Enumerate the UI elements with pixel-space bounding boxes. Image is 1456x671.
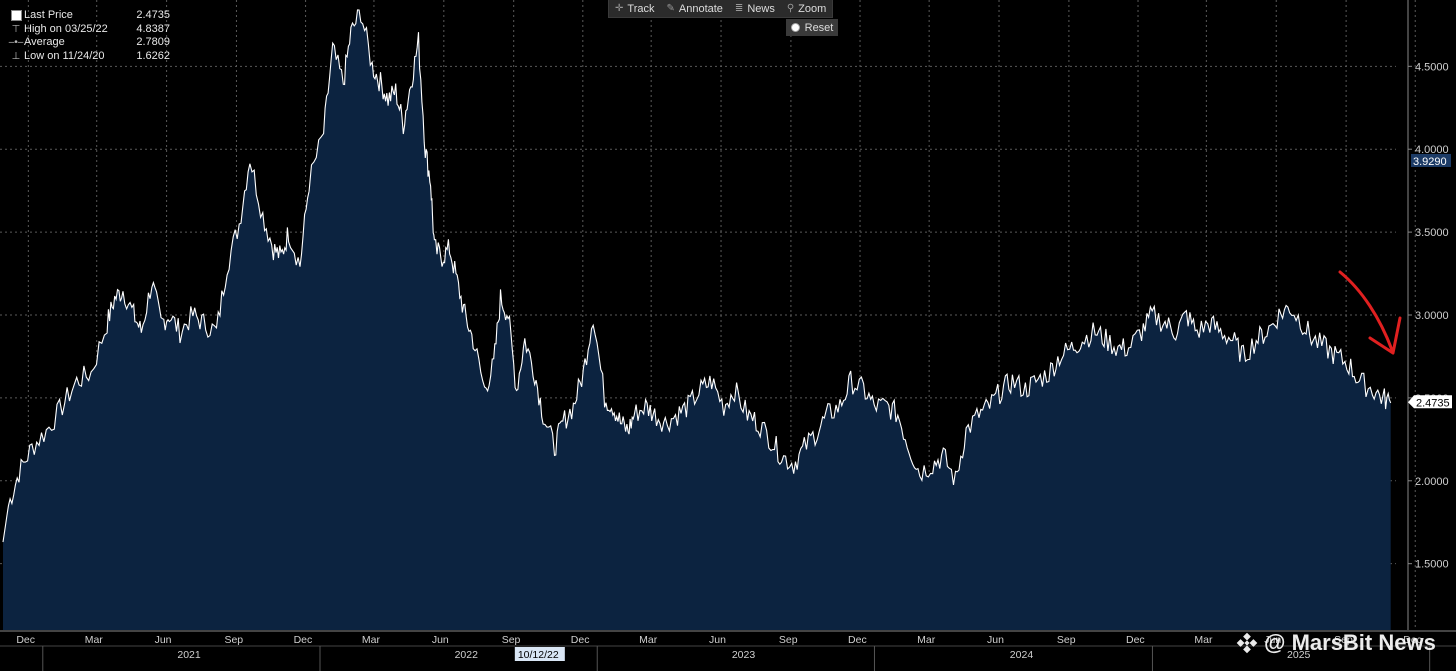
x-tick-label: Dec [1126,634,1145,646]
x-tick-label: Dec [848,634,867,646]
news-label: News [747,2,775,15]
legend-label: Low on 11/24/20 [24,49,105,62]
track-button[interactable]: ✛ Track [609,0,660,17]
reset-label: Reset [804,21,834,34]
crosshair-date-tag [514,647,565,661]
y-tick-label: 3.5000 [1415,227,1449,239]
x-tick-label: Sep [502,634,521,646]
marker-tag [1411,153,1451,167]
legend-value: 2.4735 [136,9,170,21]
x-year-label: 2021 [177,649,201,661]
news-button[interactable]: ≣ News [729,0,781,17]
watermark: @ MarsBit News [1236,630,1436,656]
x-year-label: 2025 [1287,649,1311,661]
legend-value: 2.7809 [136,36,170,49]
annotate-label: Annotate [678,2,723,15]
legend-label: Average [24,36,65,49]
low-marker-icon: ⊥ [11,50,21,62]
price-line [2,9,1392,543]
last-price-tag-label: 2.4735 [1416,397,1450,409]
x-tick-label: Sep [1334,634,1353,646]
x-tick-label: Dec [294,634,313,646]
annotation-arrow-shaft [1338,270,1394,352]
x-year-label: 2024 [1010,649,1034,661]
legend-value: 4.8387 [136,22,170,35]
high-marker-icon: ⊤ [11,23,21,35]
price-area [2,9,1392,630]
legend-row-high[interactable]: ⊤ High on 03/25/22 4.8387 [8,23,170,37]
annotate-button[interactable]: ✎ Annotate [660,0,728,17]
x-year-label: 2022 [455,649,479,661]
legend-row-last-price[interactable]: Last Price 2.4735 [8,9,170,23]
x-tick-label: Jun [432,634,449,646]
pencil-icon: ✎ [666,3,675,14]
price-area-fill [3,9,1391,630]
zoom-label: Zoom [798,2,827,15]
x-tick-label: Sep [224,634,243,646]
news-icon: ≣ [734,3,744,14]
watermark-text: @ MarsBit News [1264,630,1436,655]
crosshair-date-label: 10/12/22 [518,649,559,661]
x-tick-label: Jun [987,634,1004,646]
marker-tag-label: 3.9290 [1413,156,1447,168]
x-year-label: 2023 [732,649,756,661]
x-tick-label: Sep [779,634,798,646]
x-tick-label: Jun [1264,634,1281,646]
x-tick-label: Mar [639,634,658,646]
x-tick-label: Sep [1057,634,1076,646]
reset-button[interactable]: Reset [786,19,838,36]
crosshair-icon: ✛ [615,3,624,14]
average-marker-icon: –•– [8,37,24,49]
marsbit-logo-icon [1236,632,1258,654]
x-tick-label: Dec [16,634,35,646]
x-tick-label: Dec [571,634,590,646]
x-tick-label: Mar [85,634,104,646]
x-tick-label: Dec [1403,634,1422,646]
magnifier-icon: ⚲ [786,3,795,14]
y-tick-label: 3.0000 [1415,310,1449,322]
y-tick-label: 4.0000 [1415,144,1449,156]
legend-label: High on 03/25/22 [24,22,108,35]
x-tick-label: Mar [917,634,936,646]
x-tick-label: Mar [362,634,381,646]
track-label: Track [627,2,655,15]
y-tick-label: 1.5000 [1415,559,1449,571]
x-tick-label: Jun [155,634,172,646]
x-tick-label: Mar [1194,634,1213,646]
last-price-tag [1408,395,1452,409]
legend: Last Price 2.4735 ⊤ High on 03/25/22 4.8… [8,9,170,63]
white-square-icon [8,10,24,22]
chart-toolbar: ✛ Track ✎ Annotate ≣ News ⚲ Zoom [608,0,834,18]
legend-label: Last Price [24,9,73,21]
legend-row-low[interactable]: ⊥ Low on 11/24/20 1.6262 [8,50,170,64]
y-tick-label: 2.0000 [1415,476,1449,488]
annotation-arrow-head [1368,316,1402,355]
x-tick-label: Jun [709,634,726,646]
reset-icon [790,23,800,32]
y-tick-label: 4.5000 [1415,61,1449,73]
zoom-button[interactable]: ⚲ Zoom [781,0,832,17]
annotations [1338,270,1402,355]
legend-row-average[interactable]: –•– Average 2.7809 [8,36,170,50]
legend-value: 1.6262 [136,49,170,62]
